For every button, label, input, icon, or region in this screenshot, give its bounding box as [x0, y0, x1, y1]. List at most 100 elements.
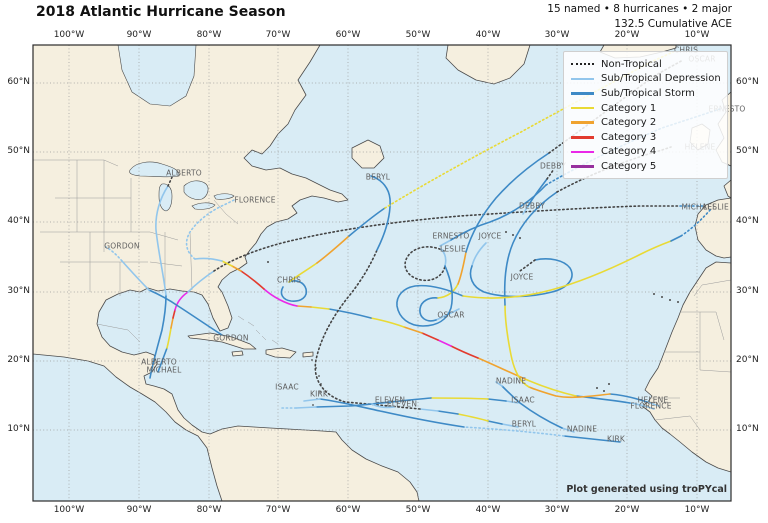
storm-label-beryl: BERYL — [511, 419, 537, 429]
lat-tick-left: 50°N — [7, 146, 30, 156]
lat-tick-right: 30°N — [736, 286, 759, 296]
storm-label-debby: DEBBY — [540, 161, 566, 171]
storm-label-kirk: KIRK — [309, 389, 329, 399]
lon-tick-top: 90°W — [126, 30, 152, 40]
legend-line-sample — [571, 121, 594, 124]
storm-label-joyce: JOYCE — [510, 272, 534, 282]
iberia — [694, 197, 731, 259]
lake-michigan — [158, 183, 173, 212]
lat-tick-left: 10°N — [7, 424, 30, 434]
storm-label-isaac: ISAAC — [275, 382, 299, 392]
newfoundland — [351, 139, 385, 169]
lon-tick-top: 70°W — [265, 30, 291, 40]
lon-tick-bottom: 50°W — [405, 505, 431, 515]
storm-label-gordon: GORDON — [213, 333, 249, 343]
track-eleven — [371, 403, 395, 409]
legend: Non-Tropical Sub/Tropical Depression Sub/T… — [563, 51, 728, 179]
track-debby — [522, 168, 555, 215]
lat-tick-left: 30°N — [7, 286, 30, 296]
storm-label-joyce: JOYCE — [478, 231, 502, 241]
track-kirk — [303, 398, 621, 443]
legend-line-sample — [571, 106, 594, 110]
track-florence — [185, 199, 655, 410]
lon-tick-bottom: 70°W — [265, 505, 291, 515]
lake-ontario — [213, 193, 235, 200]
legend-label: Category 3 — [601, 131, 657, 143]
political-borders — [33, 159, 731, 431]
storm-label-helene: HELENE — [637, 395, 669, 405]
lat-tick-right: 40°N — [736, 216, 759, 226]
storm-label-isaac: ISAAC — [511, 395, 535, 405]
graticule — [33, 45, 731, 501]
legend-line-sample — [571, 150, 594, 154]
season-stats: 15 named • 8 hurricanes • 2 major 132.5 … — [547, 2, 732, 32]
storm-label-michael: MICHAEL — [681, 202, 717, 212]
track-leslie — [396, 208, 712, 327]
lon-tick-top: 80°W — [196, 30, 222, 40]
storm-label-leslie: LESLIE — [702, 202, 730, 212]
legend-item-1: Sub/Tropical Depression — [571, 72, 721, 87]
legend-item-4: Category 2 — [571, 115, 721, 130]
lon-tick-bottom: 80°W — [196, 505, 222, 515]
storm-label-debby: DEBBY — [519, 201, 545, 211]
track-nadine — [495, 381, 575, 433]
legend-line-sample — [571, 136, 594, 139]
storm-label-chris: CHRIS — [276, 275, 302, 285]
legend-label: Category 1 — [601, 102, 657, 114]
lon-tick-bottom: 40°W — [475, 505, 501, 515]
map-frame — [32, 44, 732, 502]
lake-superior — [129, 161, 180, 178]
storm-tracks — [105, 51, 721, 443]
legend-item-0: Non-Tropical — [571, 57, 721, 72]
lon-tick-top: 60°W — [335, 30, 361, 40]
lon-tick-top: 10°W — [684, 30, 710, 40]
season-stats-line1: 15 named • 8 hurricanes • 2 major — [547, 3, 732, 15]
lon-tick-top: 20°W — [614, 30, 640, 40]
storm-label-nadine: NADINE — [495, 376, 527, 386]
legend-line-sample — [571, 77, 594, 81]
lat-tick-left: 20°N — [7, 355, 30, 365]
lat-tick-right: 60°N — [736, 77, 759, 87]
track-michael — [157, 205, 705, 373]
storm-label-eleven: ELEVEN — [374, 395, 406, 405]
lon-tick-top: 30°W — [544, 30, 570, 40]
legend-item-2: Sub/Tropical Storm — [571, 86, 721, 101]
track-gordon — [105, 246, 223, 336]
greenland — [445, 45, 531, 85]
legend-line-sample — [571, 165, 594, 168]
storm-label-ernesto: ERNESTO — [432, 231, 470, 241]
lon-tick-bottom: 100°W — [53, 505, 85, 515]
lake-erie — [191, 202, 216, 210]
lat-tick-right: 50°N — [736, 146, 759, 156]
storm-label-leslie: LESLIE — [439, 244, 467, 254]
puerto-rico — [302, 351, 314, 358]
track-beryl — [314, 175, 519, 428]
legend-item-7: Category 5 — [571, 159, 721, 174]
legend-label: Sub/Tropical Depression — [601, 73, 721, 85]
storm-label-beryl: BERYL — [365, 172, 391, 182]
credit-text: Plot generated using troPYcal — [566, 484, 727, 495]
hispaniola — [265, 347, 297, 359]
legend-item-6: Category 4 — [571, 145, 721, 160]
legend-item-3: Category 1 — [571, 101, 721, 116]
lon-tick-top: 40°W — [475, 30, 501, 40]
legend-line-sample — [571, 63, 594, 66]
storm-label-kirk: KIRK — [606, 434, 626, 444]
legend-item-5: Category 3 — [571, 130, 721, 145]
storm-label-florence: FLORENCE — [630, 401, 672, 411]
storm-label-eleven: ELEVEN — [386, 399, 418, 409]
storm-label-alberto: ALBERTO — [141, 357, 177, 367]
legend-label: Category 4 — [601, 146, 657, 158]
legend-label: Category 2 — [601, 117, 657, 129]
season-stats-line2: 132.5 Cumulative ACE — [614, 18, 732, 30]
storm-label-oscar: OSCAR — [437, 310, 465, 320]
storm-label-florence: FLORENCE — [234, 195, 276, 205]
storm-label-alberto: ALBERTO — [166, 168, 202, 178]
jamaica — [231, 350, 244, 357]
legend-label: Sub/Tropical Storm — [601, 87, 695, 99]
lat-tick-right: 20°N — [736, 355, 759, 365]
lon-tick-bottom: 20°W — [614, 505, 640, 515]
track-alberto — [149, 174, 174, 379]
lon-tick-bottom: 30°W — [544, 505, 570, 515]
france-edge — [723, 179, 731, 199]
